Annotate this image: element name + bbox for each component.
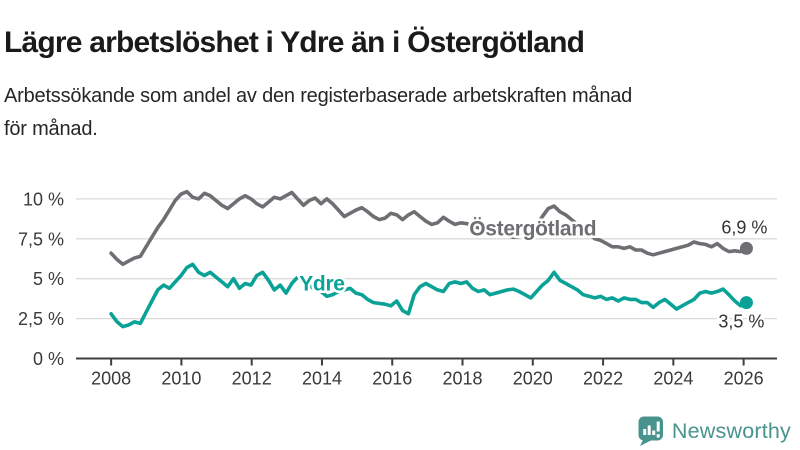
chart-subtitle: Arbetssökande som andel av den registerb…: [4, 80, 794, 146]
newsworthy-logo-text: Newsworthy: [671, 418, 791, 443]
x-axis-label-2008: 2008: [91, 369, 131, 389]
bar-chart-speech-bubble-icon: [638, 416, 663, 446]
series-line-ydre: [109, 262, 749, 329]
x-axis-label-2020: 2020: [513, 369, 553, 389]
y-axis-label-2.5: 2,5 %: [18, 309, 64, 329]
y-axis-label-5: 5 %: [33, 269, 64, 289]
series-endpoint-dot-ydre: [739, 296, 753, 310]
newsworthy-logo[interactable]: Newsworthy: [638, 414, 791, 448]
y-axis-label-7.5: 7,5 %: [18, 229, 64, 249]
page-title: Lägre arbetslöshet i Ydre än i Östergötl…: [4, 26, 585, 60]
x-axis-label-2016: 2016: [372, 369, 412, 389]
series-label-stergtland: Östergötland: [469, 218, 596, 241]
series-value-label-ydre: 3,5 %: [718, 312, 764, 332]
x-axis-label-2012: 2012: [232, 369, 272, 389]
x-axis-label-2018: 2018: [442, 369, 482, 389]
series-value-label-stergtland: 6,9 %: [721, 217, 767, 237]
series-endpoint-dot-stergtland: [739, 241, 753, 255]
series-label-ydre: Ydre: [299, 273, 345, 296]
x-axis-label-2022: 2022: [583, 369, 623, 389]
subtitle-line-1: Arbetssökande som andel av den registerb…: [4, 85, 633, 107]
subtitle-line-2: för månad.: [4, 118, 98, 140]
series-line-stergtland: [109, 189, 749, 267]
y-axis-label-0: 0 %: [33, 349, 64, 369]
x-axis-label-2010: 2010: [161, 369, 201, 389]
x-axis-label-2026: 2026: [724, 369, 764, 389]
y-axis-label-10: 10 %: [23, 189, 64, 209]
x-axis-label-2024: 2024: [653, 369, 693, 389]
x-axis-label-2014: 2014: [302, 369, 342, 389]
